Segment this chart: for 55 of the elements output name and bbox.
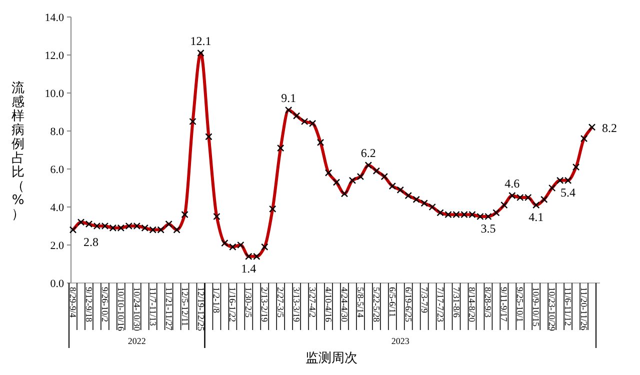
x-tick-label: 10/9-10/15 xyxy=(531,287,542,327)
x-tick-label: 9/12-9/18 xyxy=(84,287,94,322)
y-tick-label: 4.0 xyxy=(50,202,64,214)
x-tick-label: 12/19-12/25 xyxy=(196,287,206,332)
x-tick-label: 1/16-1/22 xyxy=(228,287,238,322)
x-tick-label: 12/5-12/11 xyxy=(180,287,190,326)
y-tick-label: 8.0 xyxy=(50,126,64,138)
x-tick-label: 6/19-6/25 xyxy=(403,287,414,322)
x-tick-label: 10/23-10/29 xyxy=(547,287,558,332)
x-tick-label: 3/13-3/19 xyxy=(292,287,302,322)
x-tick-label: 2/13-2/19 xyxy=(260,287,270,322)
data-label: 2.8 xyxy=(84,234,98,249)
y-tick-label: 6.0 xyxy=(50,164,64,176)
x-tick-label: 7/17-7/23 xyxy=(435,287,446,322)
y-tick-label: 14.0 xyxy=(44,12,64,24)
data-label: 5.4 xyxy=(560,185,576,200)
x-tick-label: 8/28-9/3 xyxy=(483,287,494,318)
x-tick-label: 4/24-4/30 xyxy=(339,287,350,322)
text: 2023 xyxy=(391,336,410,346)
x-axis-title: 监测周次 xyxy=(306,351,358,366)
y-tick-label: 10.0 xyxy=(44,88,64,100)
text: 流感样病例占比（%） xyxy=(12,81,24,222)
x-tick-label: 10/10-10/16 xyxy=(116,287,126,332)
x-tick-label: 10/24-10/30 xyxy=(132,287,142,332)
x-tick-label: 2/27-3/5 xyxy=(276,287,286,318)
x-tick-label: 7/3-7/9 xyxy=(419,287,430,314)
y-tick-label: 2.0 xyxy=(50,240,64,252)
x-tick-label: 8/29-9/4 xyxy=(68,287,78,318)
x-tick-label: 8/14-8/20 xyxy=(467,287,478,322)
x-tick-label: 9/26-10/2 xyxy=(100,287,110,322)
x-tick-label: 11/20-11/26 xyxy=(579,287,590,331)
x-tick-label: 1/30-2/5 xyxy=(244,287,254,318)
data-label: 8.2 xyxy=(602,121,617,136)
x-tick-label: 5/22-5/28 xyxy=(371,287,382,322)
x-tick-label: 9/25-10/1 xyxy=(515,287,526,322)
x-tick-label: 11/21-11/27 xyxy=(164,287,174,331)
data-label: 4.1 xyxy=(528,210,544,224)
x-tick-label: 9/11-9/17 xyxy=(499,287,510,322)
x-tick-label: 11/6-11/12 xyxy=(563,287,574,326)
data-label: 4.6 xyxy=(504,176,520,191)
y-tick-label: 0.0 xyxy=(50,278,64,290)
x-tick-label: 1/2-1/8 xyxy=(212,287,222,314)
data-label: 3.5 xyxy=(480,222,496,236)
data-label: 1.4 xyxy=(241,261,256,276)
x-tick-label: 3/27-4/2 xyxy=(308,287,318,318)
x-tick-label: 6/5-6/11 xyxy=(387,287,398,318)
y-tick-label: 12.0 xyxy=(44,50,64,62)
text: 2022 xyxy=(128,336,146,346)
data-label: 12.1 xyxy=(190,34,212,48)
x-tick-label: 5/8-5/14 xyxy=(355,287,366,318)
x-tick-label: 11/7-11/13 xyxy=(148,287,158,326)
x-tick-label: 7/31-8/6 xyxy=(451,287,462,318)
x-tick-label: 4/10-4/16 xyxy=(324,287,334,322)
data-label: 9.1 xyxy=(281,91,296,106)
data-label: 6.2 xyxy=(360,146,376,160)
